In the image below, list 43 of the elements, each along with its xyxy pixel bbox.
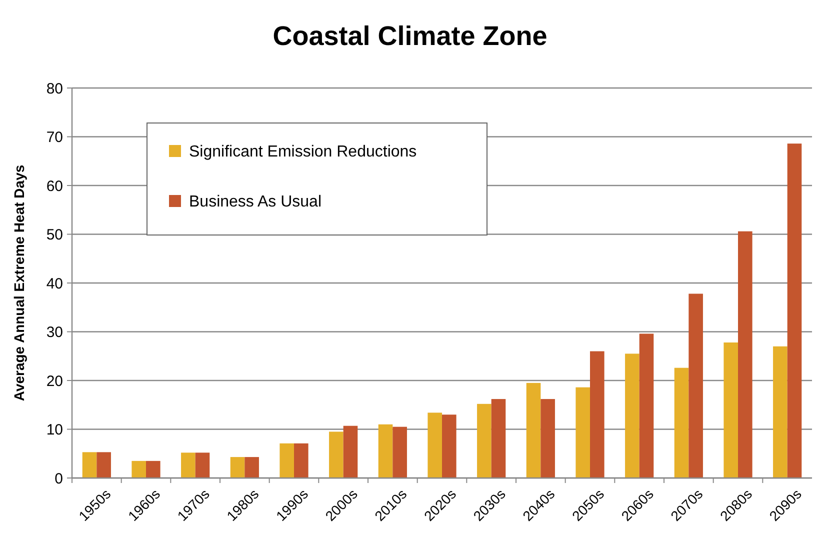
- bar: [773, 346, 788, 478]
- y-tick-label: 70: [46, 129, 63, 146]
- bar: [590, 351, 604, 478]
- bar: [477, 404, 492, 478]
- bar: [195, 452, 210, 478]
- legend-label: Business As Usual: [189, 194, 322, 211]
- y-axis-title: Average Annual Extreme Heat Days: [11, 164, 27, 402]
- chart-title: Coastal Climate Zone: [272, 21, 548, 51]
- bar: [329, 432, 344, 478]
- legend-label: Significant Emission Reductions: [189, 144, 417, 161]
- bar: [491, 399, 506, 478]
- bar: [688, 294, 703, 478]
- y-tick-label: 10: [46, 422, 63, 438]
- bar: [738, 231, 752, 478]
- bar: [146, 460, 160, 478]
- bar: [244, 457, 259, 478]
- bar: [294, 443, 308, 478]
- bar: [724, 342, 738, 478]
- bar: [82, 452, 97, 478]
- bar: [132, 460, 146, 478]
- bar: [230, 457, 245, 478]
- bar: [540, 399, 555, 478]
- bar: [442, 414, 456, 478]
- y-tick-label: 0: [54, 470, 63, 488]
- bar: [674, 368, 689, 478]
- bar: [428, 412, 442, 478]
- y-tick-label: 30: [46, 324, 63, 341]
- bar: [787, 144, 802, 478]
- bar: [181, 452, 196, 478]
- bar: [639, 334, 654, 478]
- y-tick-label: 50: [46, 226, 63, 244]
- y-tick-label: 20: [46, 372, 63, 390]
- bar: [576, 387, 590, 478]
- bar: [625, 354, 640, 478]
- bar: [392, 426, 407, 478]
- y-tick-label: 60: [46, 178, 63, 195]
- y-tick-label: 40: [46, 275, 63, 292]
- bar: [96, 452, 111, 478]
- bar: [526, 382, 541, 478]
- bar: [378, 424, 393, 478]
- bar: [343, 426, 358, 478]
- y-tick-label: 80: [46, 80, 63, 98]
- bar: [280, 443, 294, 478]
